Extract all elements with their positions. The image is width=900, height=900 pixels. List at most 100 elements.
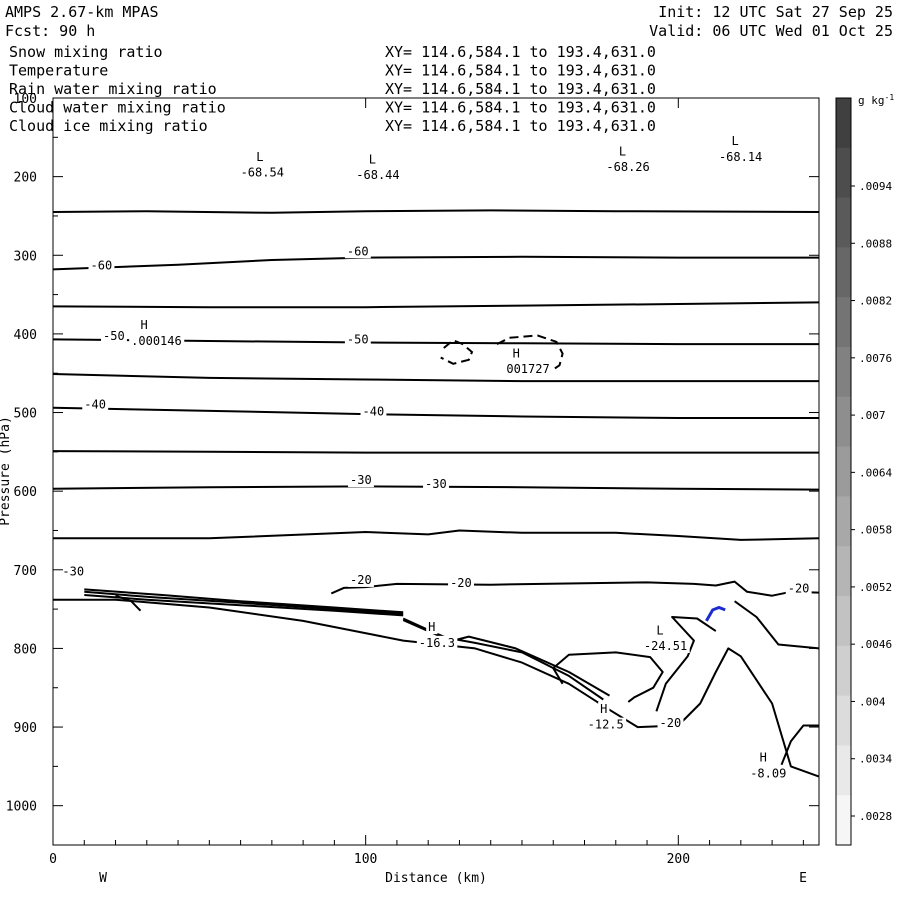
colorbar-label: .0028 — [859, 810, 892, 823]
init-time: Init: 12 UTC Sat 27 Sep 25 — [658, 3, 893, 21]
contour-label: L — [256, 150, 263, 164]
legend-field-xy: XY= 114.6,584.1 to 193.4,631.0 — [385, 99, 656, 117]
colorbar-frame — [835, 97, 852, 846]
contour-label: -20 — [450, 576, 472, 590]
colorbar-segment — [836, 147, 851, 199]
east-label: E — [799, 871, 807, 886]
model-title: AMPS 2.67-km MPAS — [5, 3, 159, 21]
contour-label: H — [141, 318, 148, 332]
contour-label-bg — [101, 329, 127, 344]
colorbar-label: .0058 — [859, 524, 892, 537]
isotherm-contour — [655, 616, 717, 712]
contour-label: -50 — [103, 329, 125, 343]
y-tick-label: 200 — [14, 171, 37, 186]
isotherm-contour — [52, 255, 819, 271]
contour-label-bg — [354, 167, 403, 182]
y-tick-label: 900 — [14, 721, 37, 736]
cloud-ice-contour — [440, 339, 474, 365]
contour-label: -20 — [788, 582, 810, 596]
contour-label-bg — [641, 638, 690, 653]
legend-field-name: Cloud ice mixing ratio — [9, 117, 208, 135]
plot-frame — [52, 97, 820, 846]
contour-label-bg — [423, 477, 449, 492]
contour-label: -8.09 — [750, 766, 786, 780]
colorbar-label: .0034 — [859, 753, 892, 766]
colorbar-label: .004 — [859, 695, 886, 708]
legend-field-name: Snow mixing ratio — [9, 43, 163, 61]
contour-label: -20 — [660, 716, 682, 730]
contour-label-bg — [785, 581, 812, 596]
colorbar: .0094 .0088 .0082 .0076 .007 .0064 .0058 .0052.… — [835, 97, 892, 846]
isotherm-contour — [52, 373, 819, 383]
colorbar-label: .0076 — [859, 352, 892, 365]
colorbar-label: .0046 — [859, 638, 892, 651]
contour-label-bg — [426, 620, 438, 635]
colorbar-segment — [836, 197, 851, 248]
contour-label-bg — [88, 258, 115, 273]
colorbar-segment — [836, 546, 851, 597]
contour-label: H — [513, 346, 520, 360]
colorbar-segment — [836, 795, 851, 846]
contour-label: H — [600, 702, 607, 716]
x-axis-label: Distance (km) — [385, 871, 487, 886]
contour-label-bg — [748, 766, 789, 781]
axes-layer: 100 200 300 400 500 600 700 800 900 1000 0 100 200 — [6, 92, 819, 867]
contour-label-bg — [344, 244, 371, 259]
contour-label: -12.5 — [588, 718, 624, 732]
contour-label-bg — [138, 318, 150, 333]
colorbar-segment — [836, 645, 851, 697]
cloud-ice-contour — [496, 334, 564, 373]
colorbar-segment — [836, 347, 851, 398]
contour-label: H — [428, 620, 435, 634]
contour-label: L — [656, 623, 663, 637]
y-tick-label: 400 — [14, 328, 37, 343]
contour-label: -20 — [350, 573, 372, 587]
contour-label: -68.54 — [241, 166, 284, 180]
contour-label-bg — [238, 165, 287, 180]
contour-label: L — [369, 152, 376, 166]
colorbar-unit: g kg-1 — [858, 93, 894, 107]
isotherm-contour — [84, 590, 404, 615]
contour-label: -60 — [347, 244, 369, 258]
y-tick-label: 300 — [14, 249, 37, 264]
contour-label-bg — [366, 152, 379, 167]
west-label: W — [99, 871, 107, 886]
contour-label: L — [619, 144, 626, 158]
colorbar-segment — [836, 496, 851, 547]
contour-label: -30 — [62, 564, 84, 578]
contour-label-bg — [585, 717, 627, 732]
y-tick-label: 800 — [14, 642, 37, 657]
colorbar-segment — [836, 596, 851, 647]
y-axis-label: Pressure (hPa) — [0, 416, 13, 526]
contour-label-bg — [616, 144, 629, 159]
contour-label-bg — [729, 134, 741, 149]
colorbar-segment — [836, 247, 851, 298]
contour-label: -30 — [425, 477, 447, 491]
x-tick-label: 200 — [667, 852, 690, 867]
colorbar-label: .0082 — [859, 295, 892, 308]
contour-label: -60 — [91, 258, 113, 272]
contour-label: -68.26 — [606, 160, 649, 174]
colorbar-label: .007 — [859, 409, 886, 422]
contour-label: -16.3 — [419, 636, 455, 650]
isotherm-contour — [52, 301, 820, 309]
contour-label-bg — [604, 160, 653, 175]
legend-field-xy: XY= 114.6,584.1 to 193.4,631.0 — [385, 80, 656, 98]
forecast-hour: Fcst: 90 h — [5, 22, 95, 40]
isotherm-contour — [84, 588, 404, 614]
contour-label-bg — [757, 750, 769, 765]
contour-label-bg — [598, 701, 610, 716]
contour-label: -68.44 — [356, 168, 399, 182]
isotherm-contour — [53, 529, 820, 541]
colorbar-label: .0064 — [859, 466, 892, 479]
legend-field-xy: XY= 114.6,584.1 to 193.4,631.0 — [385, 43, 656, 61]
contour-label-bg — [348, 473, 374, 488]
colorbar-label: .0088 — [859, 237, 892, 250]
contour-label: -68.14 — [719, 150, 762, 164]
legend-field-name: Temperature — [9, 62, 108, 80]
isotherm-contour — [780, 724, 819, 766]
colorbar-label: .0094 — [859, 180, 892, 193]
contour-label-bg — [360, 404, 387, 419]
y-tick-label: 100 — [14, 92, 37, 107]
isotherm-contour — [330, 580, 820, 597]
